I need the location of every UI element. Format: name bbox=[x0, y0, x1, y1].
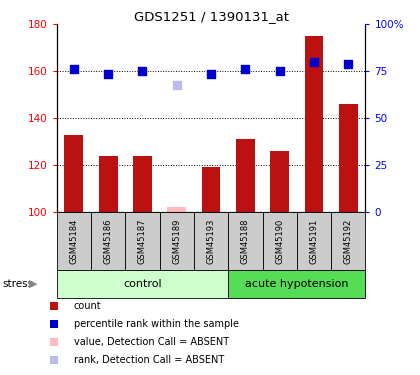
Text: value, Detection Call = ABSENT: value, Detection Call = ABSENT bbox=[74, 337, 228, 346]
Text: GSM45187: GSM45187 bbox=[138, 218, 147, 264]
Title: GDS1251 / 1390131_at: GDS1251 / 1390131_at bbox=[134, 10, 289, 23]
Point bbox=[242, 66, 249, 72]
Bar bbox=[167, 207, 186, 212]
Text: control: control bbox=[123, 279, 162, 289]
Bar bbox=[262, 212, 297, 270]
Bar bbox=[194, 212, 228, 270]
Text: GSM45188: GSM45188 bbox=[241, 218, 250, 264]
Point bbox=[345, 61, 352, 67]
Bar bbox=[331, 212, 365, 270]
Text: ▶: ▶ bbox=[29, 279, 37, 289]
Text: GSM45189: GSM45189 bbox=[172, 218, 181, 264]
Point bbox=[71, 66, 77, 72]
Point bbox=[173, 82, 180, 88]
Text: GSM45193: GSM45193 bbox=[207, 218, 215, 264]
Bar bbox=[57, 270, 228, 298]
Bar bbox=[57, 212, 91, 270]
Text: GSM45192: GSM45192 bbox=[344, 218, 353, 264]
Bar bbox=[91, 212, 125, 270]
Text: GSM45191: GSM45191 bbox=[310, 218, 318, 264]
Text: GSM45190: GSM45190 bbox=[275, 218, 284, 264]
Point bbox=[139, 68, 146, 74]
Bar bbox=[99, 156, 118, 212]
Bar bbox=[236, 139, 255, 212]
Text: acute hypotension: acute hypotension bbox=[245, 279, 349, 289]
Point bbox=[310, 59, 318, 65]
Bar bbox=[64, 135, 83, 212]
Point bbox=[208, 70, 215, 76]
Bar bbox=[297, 212, 331, 270]
Text: count: count bbox=[74, 301, 101, 310]
Bar bbox=[304, 36, 323, 212]
Text: rank, Detection Call = ABSENT: rank, Detection Call = ABSENT bbox=[74, 355, 224, 364]
Text: GSM45186: GSM45186 bbox=[104, 218, 113, 264]
Point bbox=[105, 70, 112, 76]
Bar bbox=[202, 167, 220, 212]
Bar bbox=[339, 104, 358, 212]
Bar bbox=[125, 212, 160, 270]
Point bbox=[276, 68, 283, 74]
Text: percentile rank within the sample: percentile rank within the sample bbox=[74, 319, 239, 328]
Text: stress: stress bbox=[2, 279, 33, 289]
Bar bbox=[160, 212, 194, 270]
Bar bbox=[228, 212, 262, 270]
Bar bbox=[228, 270, 365, 298]
Bar bbox=[270, 151, 289, 212]
Text: GSM45184: GSM45184 bbox=[69, 218, 79, 264]
Bar bbox=[133, 156, 152, 212]
